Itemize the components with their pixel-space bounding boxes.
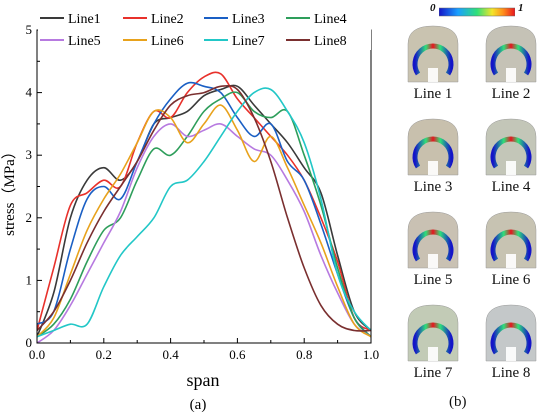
colorbar-max-label: 1 — [518, 2, 524, 14]
thumbnail-5 — [402, 208, 464, 270]
thumbnail-7 — [402, 301, 464, 363]
panel-a-caption: (a) — [190, 397, 207, 413]
x-tick-label: 0.0 — [29, 347, 45, 362]
legend-label-7: Line7 — [232, 34, 265, 49]
y-tick-label: 3 — [26, 147, 33, 162]
x-tick-label: 0.2 — [96, 347, 112, 362]
panel-b-thumbnails: 0 1 Line 1 Line 2 Line 3 Line 4 Line 5 Line 6… — [392, 0, 550, 417]
x-axis-label: span — [187, 370, 220, 390]
thumbnail-label-5: Line 5 — [413, 272, 453, 288]
series-line-3 — [37, 81, 371, 338]
legend-label-4: Line4 — [314, 12, 347, 27]
thumbnail-label-6: Line 6 — [491, 272, 531, 288]
legend-label-1: Line1 — [68, 12, 101, 27]
axes-group: 0.0 0.2 0.4 0.6 0.8 1.0 0 1 2 3 4 5 — [26, 22, 380, 362]
thumbnail-render-3 — [407, 118, 459, 176]
panel-b-caption: (b) — [449, 394, 467, 410]
series-line-2 — [37, 71, 371, 332]
x-tick-label: 0.4 — [162, 347, 179, 362]
thumbnail-2 — [480, 22, 542, 84]
legend-label-3: Line3 — [232, 12, 265, 27]
x-tick-label: 1.0 — [363, 347, 379, 362]
thumbnail-label-7: Line 7 — [413, 365, 453, 381]
thumbnail-render-7 — [407, 304, 459, 362]
colorbar-min-label: 0 — [430, 2, 436, 14]
thumbnail-render-1 — [407, 25, 459, 83]
thumbnail-8 — [480, 301, 542, 363]
legend-label-2: Line2 — [151, 12, 184, 27]
thumbnail-render-8 — [485, 304, 537, 362]
legend-label-6: Line6 — [151, 34, 184, 49]
x-tick-label: 0.8 — [296, 347, 312, 362]
thumbnail-6 — [480, 208, 542, 270]
stress-span-chart: 0.0 0.2 0.4 0.6 0.8 1.0 0 1 2 3 4 5 Line1 Line2 Line3… — [1, 6, 380, 413]
series-line-5 — [37, 122, 371, 343]
x-tick-label: 0.6 — [229, 347, 246, 362]
thumbnail-label-1: Line 1 — [413, 86, 453, 102]
thumbnail-label-4: Line 4 — [491, 179, 531, 195]
thumbnail-3 — [402, 115, 464, 177]
legend-box — [38, 6, 371, 50]
y-tick-label: 0 — [26, 335, 33, 350]
y-tick-label: 2 — [26, 210, 33, 225]
thumbnail-render-4 — [485, 118, 537, 176]
thumbnail-1 — [402, 22, 464, 84]
thumbnail-render-5 — [407, 211, 459, 269]
thumbnail-render-6 — [485, 211, 537, 269]
colorbar — [439, 7, 515, 17]
series-line-7 — [37, 87, 371, 338]
series-line-4 — [37, 91, 371, 338]
thumbnail-label-2: Line 2 — [491, 86, 531, 102]
legend: Line1 Line2 Line3 Line4 Line5 Line6 Line7 Line8 — [38, 6, 371, 50]
thumbnail-render-2 — [485, 25, 537, 83]
legend-label-8: Line8 — [314, 34, 347, 49]
legend-label-5: Line5 — [68, 34, 101, 49]
series-line-8 — [37, 84, 371, 332]
y-tick-label: 4 — [26, 85, 33, 100]
thumbnail-label-8: Line 8 — [491, 365, 531, 381]
y-tick-label: 5 — [26, 22, 33, 37]
y-axis-label: stress（MPa） — [1, 144, 18, 236]
thumbnail-label-3: Line 3 — [413, 179, 453, 195]
thumbnail-4 — [480, 115, 542, 177]
series-group — [37, 71, 371, 343]
y-tick-label: 1 — [26, 272, 33, 287]
series-line-6 — [37, 104, 371, 338]
